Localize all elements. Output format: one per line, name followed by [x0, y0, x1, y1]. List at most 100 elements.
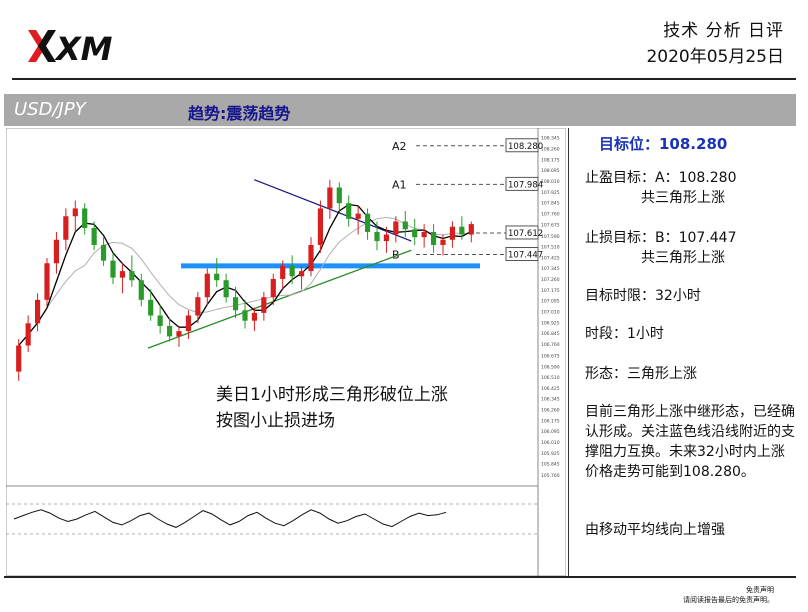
y-tick-label: 107.345	[541, 266, 560, 272]
candle-body	[402, 221, 408, 230]
chart-annotation-line1: 美日1小时形成三角形破位上涨	[216, 385, 448, 405]
report-title: 技术 分析 日评	[663, 21, 784, 41]
candle-body	[459, 226, 465, 235]
candle-body	[298, 271, 305, 277]
candle-body	[327, 187, 333, 209]
time-horizon: 目标时限：32小时	[585, 288, 701, 304]
y-tick-label: 108.345	[541, 135, 560, 141]
candle-body	[72, 208, 78, 217]
candle-body	[251, 312, 258, 321]
candle-body	[280, 265, 286, 279]
y-tick-label: 106.260	[541, 407, 560, 413]
price-chart: 108.345108.260108.175108.095108.010107.9…	[6, 128, 566, 576]
candle-body	[63, 216, 69, 240]
candle-body	[232, 297, 239, 311]
level-label: A1	[392, 178, 407, 191]
candle-body	[468, 224, 474, 235]
level-price: 108.280	[508, 142, 543, 152]
candle-body	[185, 315, 192, 332]
candle-body	[430, 231, 437, 245]
candle-body	[242, 310, 248, 321]
y-tick-label: 107.925	[541, 190, 560, 196]
candle-body	[204, 273, 210, 298]
candle-body	[157, 315, 163, 326]
timeframe: 时段：1小时	[585, 326, 664, 342]
y-tick-label: 107.845	[541, 201, 560, 207]
y-tick-label: 106.345	[541, 396, 560, 402]
take-profit-line1: 止盈目标：A：108.280	[585, 170, 737, 186]
y-tick-label: 106.510	[541, 375, 560, 381]
level-label: B	[392, 249, 400, 262]
y-tick-label: 106.095	[541, 429, 560, 435]
currency-pair: USD/JPY	[14, 99, 86, 120]
y-tick-label: 106.760	[541, 342, 560, 348]
level-price-box	[505, 176, 539, 191]
y-tick-label: 107.095	[541, 298, 560, 304]
level-price: 107.447	[508, 251, 543, 261]
candle-body	[91, 228, 97, 245]
y-tick-label: 107.510	[541, 244, 560, 250]
level-price: 107.984	[508, 180, 543, 190]
candle-body	[110, 260, 116, 278]
disclaimer: 免责声明 请阅读报告最后的免责声明。	[683, 585, 774, 605]
header-divider	[12, 78, 796, 80]
y-tick-label: 106.175	[541, 419, 560, 425]
level-label: A2	[392, 140, 407, 153]
candle-body	[16, 345, 22, 372]
candle-body	[148, 299, 154, 316]
xm-logo: XM	[28, 30, 113, 68]
candle-body	[346, 203, 352, 219]
candle-body	[374, 231, 380, 242]
candle-body	[214, 273, 220, 281]
candle-body	[138, 280, 144, 300]
y-tick-label: 107.175	[541, 288, 560, 294]
candle-body	[129, 271, 135, 281]
oscillator-line	[13, 509, 447, 528]
y-tick-label: 108.095	[541, 168, 560, 174]
candle-body	[336, 187, 342, 204]
stop-loss-line2: 共三角形上涨	[641, 250, 725, 266]
candle-body	[270, 278, 276, 298]
y-tick-label: 108.010	[541, 179, 560, 185]
y-tick-label: 107.760	[541, 212, 560, 218]
y-tick-label: 108.175	[541, 157, 560, 163]
candle-body	[317, 208, 324, 245]
title-banner: USD/JPY 趋势:震荡趋势	[4, 94, 796, 126]
disclaimer-title: 免责声明	[746, 586, 774, 594]
logo-text: XM	[54, 30, 113, 68]
pattern: 形态：三角形上涨	[585, 366, 697, 382]
y-tick-label: 106.845	[541, 331, 560, 337]
candle-body	[440, 239, 446, 245]
chart-annotation-line2: 按图小止损进场	[216, 411, 335, 431]
candle-body	[289, 265, 295, 277]
candle-body	[166, 325, 173, 337]
y-tick-label: 106.675	[541, 353, 560, 359]
upper-trendline	[254, 179, 412, 242]
candle-body	[34, 299, 41, 324]
candle-body	[44, 263, 50, 300]
y-tick-label: 105.845	[541, 462, 560, 468]
level-price-box	[505, 138, 539, 153]
analysis-panel: 目标位：108.280 止盈目标：A：108.280 共三角形上涨 止损目标：B…	[568, 128, 803, 576]
candle-body	[383, 234, 390, 242]
y-tick-label: 107.590	[541, 234, 560, 240]
y-tick-label: 107.675	[541, 223, 560, 229]
y-tick-label: 107.425	[541, 255, 560, 261]
candle-body	[308, 244, 314, 272]
level-price: 107.612	[508, 229, 543, 239]
take-profit: 止盈目标：A：108.280 共三角形上涨	[585, 168, 736, 208]
report-date: 2020年05月25日	[646, 47, 784, 67]
candle-body	[223, 280, 229, 298]
level-price-box	[505, 247, 539, 262]
level-price-box	[505, 225, 539, 240]
y-tick-label: 106.590	[541, 364, 560, 370]
candle-body	[100, 244, 107, 261]
y-tick-label: 105.760	[541, 473, 560, 479]
disclaimer-text: 请阅读报告最后的免责声明。	[683, 596, 774, 604]
candle-body	[82, 208, 88, 229]
candle-body	[412, 229, 418, 238]
take-profit-line2: 共三角形上涨	[641, 190, 725, 206]
y-tick-label: 106.925	[541, 321, 560, 327]
candle-body	[119, 271, 126, 278]
target-level: 目标位：108.280	[599, 135, 728, 153]
